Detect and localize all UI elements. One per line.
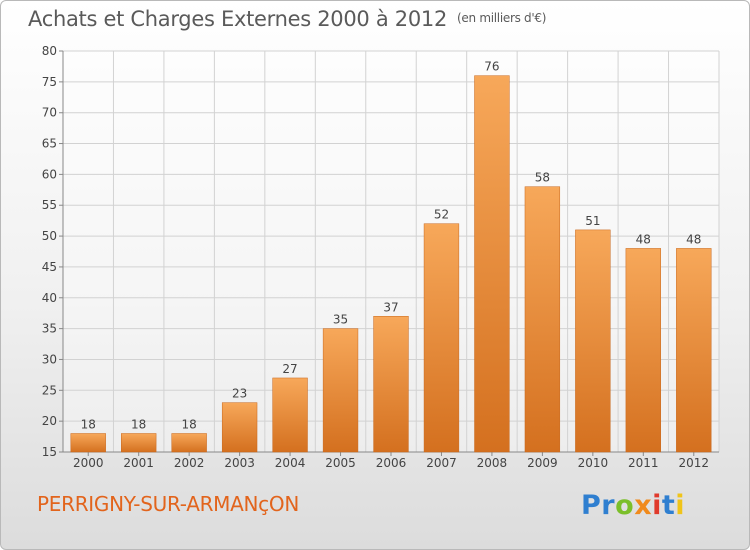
y-tick-label: 55 — [42, 198, 57, 212]
chart-title-text: Achats et Charges Externes 2000 à 2012 — [28, 7, 448, 31]
y-tick-label: 25 — [42, 383, 57, 397]
bar — [423, 223, 460, 453]
logo-letter: i — [652, 490, 662, 521]
tick-labels: 15 20 25 30 35 40 45 50 55 60 65 70 75 80 2000 2001 2002… — [42, 44, 709, 470]
bar — [474, 75, 510, 453]
x-tick-label: 2010 — [578, 456, 609, 470]
bar-value-label: 18 — [131, 417, 146, 431]
y-tick-label: 40 — [42, 291, 57, 305]
bar-value-label: 35 — [333, 313, 348, 327]
logo-letter: t — [661, 490, 676, 521]
bar — [121, 433, 157, 453]
bar — [322, 328, 359, 453]
bar — [575, 229, 611, 453]
y-tick-label: 50 — [42, 229, 57, 243]
x-tick-label: 2008 — [477, 456, 508, 470]
x-tick-label: 2011 — [628, 456, 659, 470]
y-tick-label: 30 — [42, 352, 57, 366]
y-tick-label: 80 — [42, 44, 57, 58]
y-tick-label: 60 — [42, 167, 57, 181]
logo-letter: i — [675, 490, 686, 521]
bars — [70, 75, 712, 453]
bar-value-label: 48 — [686, 232, 701, 246]
data-labels: 18 18 18 23 27 35 37 52 76 58 51 48 48 — [81, 60, 702, 432]
proxiti-logo: Proxiti — [581, 490, 685, 521]
x-tick-label: 2000 — [73, 456, 104, 470]
bar-value-label: 76 — [484, 60, 499, 74]
chart-unit: (en milliers d'€) — [457, 11, 547, 25]
y-tick-label: 45 — [42, 260, 57, 274]
bar — [625, 248, 661, 453]
bar — [272, 377, 308, 453]
x-tick-label: 2009 — [527, 456, 558, 470]
bar-value-label: 51 — [585, 214, 600, 228]
logo-letter: o — [615, 490, 635, 521]
bar — [373, 316, 409, 453]
bar-value-label: 48 — [636, 232, 651, 246]
x-tick-label: 2005 — [325, 456, 356, 470]
bar-value-label: 52 — [434, 208, 449, 222]
x-tick-label: 2001 — [123, 456, 154, 470]
bar — [524, 186, 561, 453]
x-tick-label: 2002 — [174, 456, 205, 470]
y-tick-label: 20 — [42, 414, 57, 428]
bar — [221, 402, 258, 453]
logo-letter: r — [601, 490, 616, 521]
x-tick-label: 2004 — [275, 456, 306, 470]
place-name: PERRIGNY-SUR-ARMANçON — [37, 492, 299, 516]
x-tick-label: 2006 — [376, 456, 407, 470]
bar-value-label: 18 — [182, 417, 197, 431]
logo-letter: x — [634, 490, 653, 521]
x-tick-label: 2012 — [678, 456, 709, 470]
bar-value-label: 58 — [535, 171, 550, 185]
y-tick-label: 75 — [42, 75, 57, 89]
bar — [70, 433, 106, 453]
logo-letter: P — [581, 490, 602, 521]
bar-value-label: 18 — [81, 417, 96, 431]
bar-value-label: 37 — [383, 300, 398, 314]
bar-value-label: 23 — [232, 387, 247, 401]
chart-title: Achats et Charges Externes 2000 à 2012 (e… — [28, 7, 546, 31]
y-tick-label: 65 — [42, 137, 57, 151]
x-tick-label: 2003 — [224, 456, 255, 470]
bar — [171, 433, 207, 453]
bar — [676, 248, 712, 453]
y-tick-label: 35 — [42, 322, 57, 336]
y-tick-label: 15 — [42, 445, 57, 459]
bar-value-label: 27 — [282, 362, 297, 376]
y-tick-label: 70 — [42, 106, 57, 120]
x-tick-label: 2007 — [426, 456, 457, 470]
